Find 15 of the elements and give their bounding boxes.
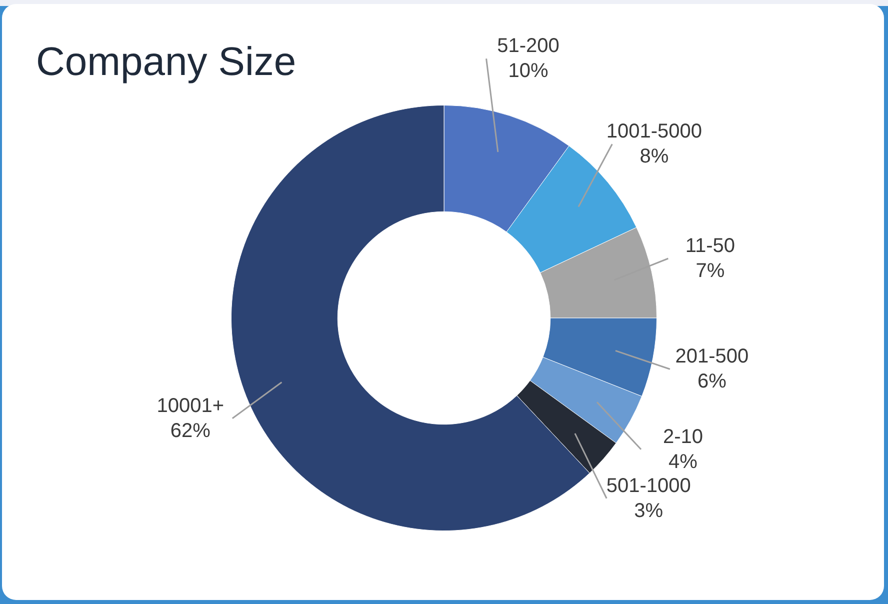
data-label: 3% [634,500,664,522]
slice-label: 1001-5000 [606,120,702,143]
data-label: 10% [508,60,549,82]
slice-label: 501-1000 [606,474,691,497]
data-label: 6% [697,370,727,393]
data-label: 8% [640,146,669,168]
slice-label: 11-50 [685,235,736,258]
slice-label: 201-500 [675,346,749,368]
data-label: 7% [696,260,725,282]
slice-label: 51-200 [497,35,560,58]
data-label: 62% [170,420,211,442]
chart-title: Company Size [36,40,296,85]
slice-label: 2-10 [662,426,704,448]
slice-label: 10001+ [156,394,224,417]
data-label: 4% [668,450,698,473]
